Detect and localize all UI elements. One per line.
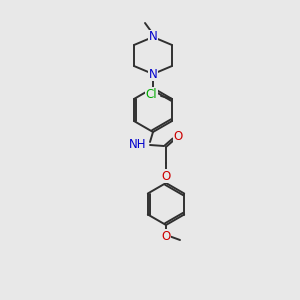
- Text: O: O: [173, 130, 183, 143]
- Text: O: O: [161, 169, 171, 182]
- Text: N: N: [148, 31, 158, 44]
- Text: O: O: [161, 230, 171, 242]
- Text: Cl: Cl: [146, 88, 157, 100]
- Text: N: N: [148, 68, 158, 80]
- Text: NH: NH: [128, 139, 146, 152]
